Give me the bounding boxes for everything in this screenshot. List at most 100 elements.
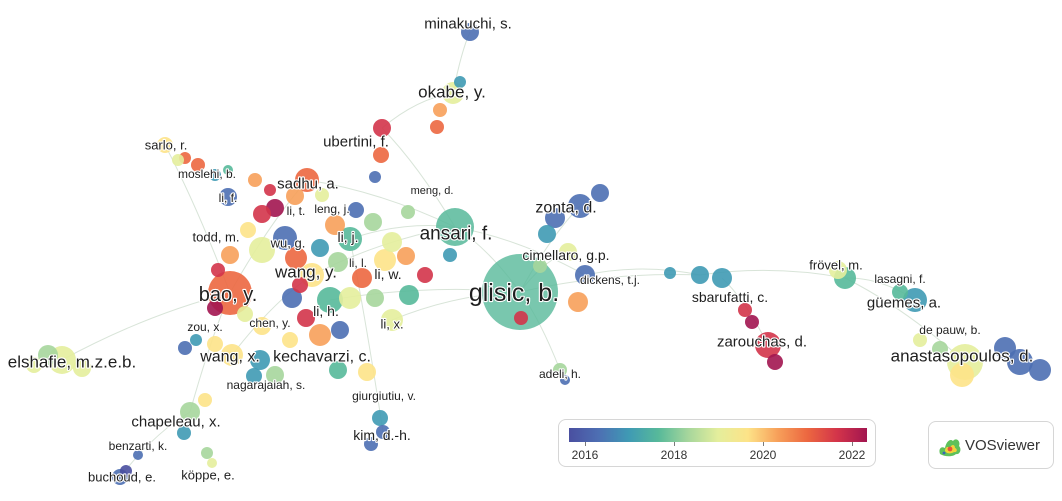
author-node[interactable]: [373, 147, 389, 163]
author-node[interactable]: [219, 188, 237, 206]
author-label-bao[interactable]: bao, y.: [198, 283, 259, 307]
author-node[interactable]: [237, 306, 253, 322]
author-node[interactable]: [691, 266, 709, 284]
author-label-sarlo[interactable]: sarlo, r.: [144, 136, 189, 153]
author-node[interactable]: [913, 333, 927, 347]
author-label-lil[interactable]: li, l.: [348, 255, 368, 271]
author-node[interactable]: [745, 315, 759, 329]
author-node[interactable]: [932, 341, 948, 357]
author-label-giurgiutiu[interactable]: giurgiutiu, v.: [351, 388, 417, 404]
author-label-ubertini[interactable]: ubertini, f.: [322, 132, 390, 151]
author-label-chen[interactable]: chen, y.: [248, 315, 291, 331]
author-label-buchoud[interactable]: buchoud, e.: [87, 468, 157, 485]
author-node[interactable]: [223, 165, 233, 175]
author-node[interactable]: [315, 188, 329, 202]
author-node[interactable]: [533, 259, 547, 273]
author-node[interactable]: [538, 225, 556, 243]
author-node[interactable]: [903, 288, 927, 312]
author-label-wangy[interactable]: wang, y.: [273, 261, 338, 282]
author-node[interactable]: [514, 311, 528, 325]
author-label-zarouchas[interactable]: zarouchas, d.: [716, 332, 808, 351]
author-node[interactable]: [177, 426, 191, 440]
author-node[interactable]: [559, 243, 577, 261]
author-node[interactable]: [285, 247, 307, 269]
author-node[interactable]: [329, 361, 347, 379]
author-node[interactable]: [26, 357, 42, 373]
author-node[interactable]: [133, 450, 143, 460]
author-label-meng[interactable]: meng, d.: [409, 184, 454, 198]
author-label-liw[interactable]: li, w.: [373, 265, 402, 283]
author-node[interactable]: [482, 254, 558, 330]
author-label-adeli[interactable]: adeli, h.: [538, 366, 582, 382]
author-node[interactable]: [454, 76, 466, 88]
author-node[interactable]: [767, 354, 783, 370]
author-node[interactable]: [266, 366, 284, 384]
author-node[interactable]: [331, 321, 349, 339]
author-node[interactable]: [358, 363, 376, 381]
author-node[interactable]: [221, 246, 239, 264]
author-label-lix[interactable]: li, x.: [379, 315, 404, 332]
author-label-nagarajaiah[interactable]: nagarajaiah, s.: [226, 377, 307, 393]
author-node[interactable]: [433, 103, 447, 117]
author-node[interactable]: [249, 237, 275, 263]
author-node[interactable]: [553, 363, 567, 377]
author-node[interactable]: [311, 239, 329, 257]
author-node[interactable]: [201, 447, 213, 459]
author-node[interactable]: [892, 284, 908, 300]
author-label-cimellaro[interactable]: cimellaro, g.p.: [521, 246, 610, 264]
author-label-leng[interactable]: leng, j.: [313, 201, 351, 217]
author-node[interactable]: [376, 425, 390, 439]
author-node[interactable]: [1029, 359, 1051, 381]
author-label-guemes[interactable]: güemes, a.: [866, 293, 942, 312]
author-node[interactable]: [381, 309, 403, 331]
author-node[interactable]: [328, 252, 348, 272]
author-node[interactable]: [180, 402, 200, 422]
author-node[interactable]: [38, 345, 58, 365]
author-label-todd[interactable]: todd, m.: [191, 228, 240, 245]
author-label-kim[interactable]: kim, d.-h.: [352, 426, 412, 444]
author-node[interactable]: [372, 410, 388, 426]
author-label-lit[interactable]: li, t.: [286, 203, 307, 219]
author-node[interactable]: [157, 137, 173, 153]
author-node[interactable]: [591, 184, 609, 202]
author-node[interactable]: [282, 288, 302, 308]
author-label-benzarti[interactable]: benzarti, k.: [108, 438, 169, 454]
author-node[interactable]: [273, 226, 297, 250]
author-node[interactable]: [191, 158, 205, 172]
author-label-zou[interactable]: zou, x.: [186, 319, 224, 335]
author-label-lih[interactable]: li, h.: [312, 302, 340, 320]
author-node[interactable]: [264, 184, 276, 196]
author-node[interactable]: [292, 277, 308, 293]
author-node[interactable]: [545, 208, 565, 228]
author-node[interactable]: [364, 437, 378, 451]
author-node[interactable]: [401, 205, 415, 219]
author-node[interactable]: [568, 292, 588, 312]
author-node[interactable]: [207, 458, 217, 468]
author-node[interactable]: [568, 194, 592, 218]
author-node[interactable]: [1007, 349, 1033, 375]
author-label-wangx[interactable]: wang, x.: [198, 347, 261, 366]
author-node[interactable]: [417, 267, 433, 283]
author-node[interactable]: [738, 303, 752, 317]
author-node[interactable]: [399, 285, 419, 305]
author-node[interactable]: [207, 300, 223, 316]
author-label-kechavarzi[interactable]: kechavarzi, c.: [272, 347, 372, 366]
author-node[interactable]: [309, 324, 331, 346]
author-label-dickens[interactable]: dickens, t.j.: [579, 272, 641, 288]
author-node[interactable]: [443, 248, 457, 262]
author-node[interactable]: [382, 232, 402, 252]
author-node[interactable]: [297, 309, 315, 327]
author-node[interactable]: [295, 168, 319, 192]
author-node[interactable]: [338, 227, 362, 251]
author-node[interactable]: [369, 171, 381, 183]
author-label-okabe[interactable]: okabe, y.: [417, 81, 487, 102]
author-node[interactable]: [246, 368, 262, 384]
author-node[interactable]: [461, 23, 479, 41]
author-label-depauw[interactable]: de pauw, b.: [918, 322, 982, 338]
author-label-moslehi[interactable]: moslehi, b.: [177, 166, 237, 182]
author-node[interactable]: [190, 334, 202, 346]
author-node[interactable]: [221, 344, 243, 366]
author-node[interactable]: [950, 363, 974, 387]
author-label-lif[interactable]: li, f.: [218, 190, 239, 206]
author-node[interactable]: [373, 119, 391, 137]
